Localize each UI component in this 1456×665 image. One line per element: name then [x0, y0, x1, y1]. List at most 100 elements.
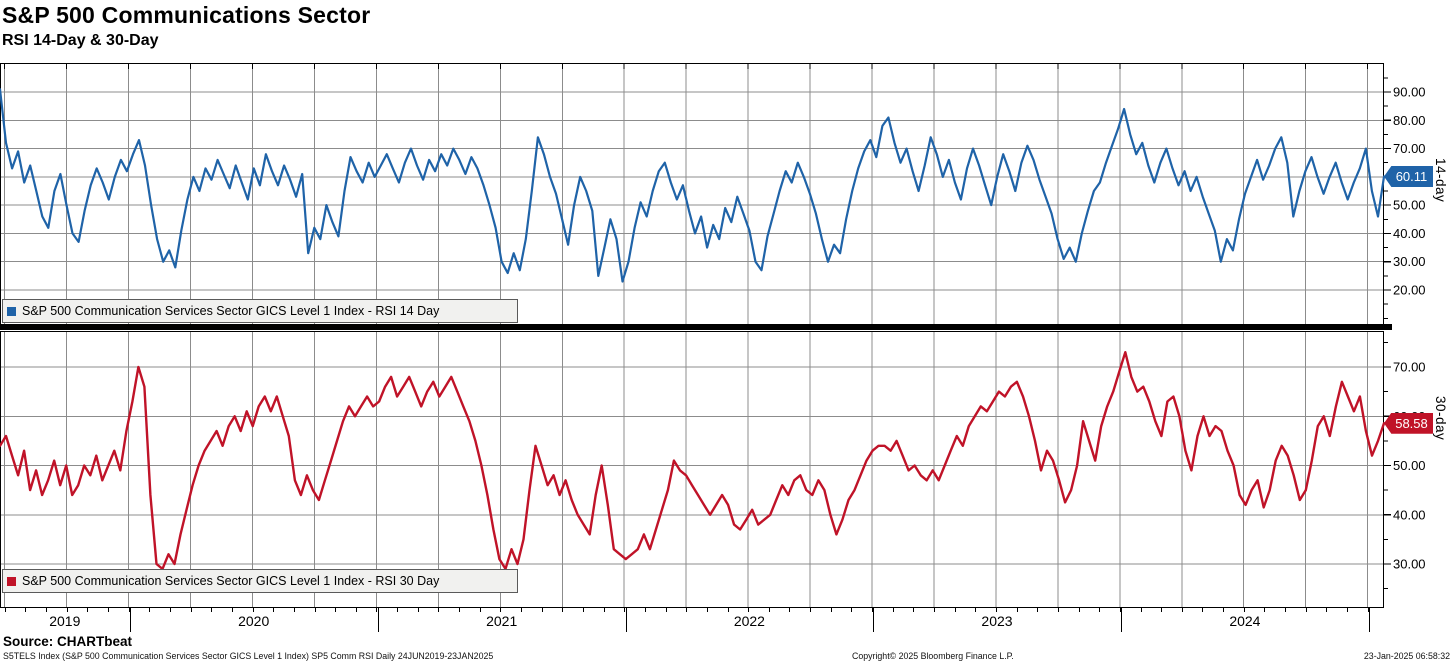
y-tick-label: 30.00 — [1393, 557, 1426, 572]
x-axis-band: 2019 2020 2021 2022 2023 2024 — [0, 608, 1456, 634]
legend-label-rsi30: S&P 500 Communication Services Sector GI… — [22, 574, 440, 588]
month-tick — [1161, 608, 1163, 612]
y-tick-label: 50.00 — [1393, 458, 1426, 473]
month-tick — [479, 608, 481, 612]
month-tick — [108, 608, 109, 612]
y-tick-label: 90.00 — [1393, 85, 1426, 100]
month-tick — [1264, 608, 1266, 612]
month-tick — [1285, 608, 1286, 612]
month-tick — [851, 608, 853, 612]
year-divider — [1120, 608, 1122, 632]
plot-frame — [0, 63, 1385, 327]
y-tick-label: 50.00 — [1393, 198, 1426, 213]
month-tick — [665, 608, 667, 612]
legend-swatch-rsi30 — [7, 576, 16, 586]
rsi30-line — [0, 351, 1386, 571]
last-value-badge-rsi14: 60.11 — [1384, 166, 1433, 188]
month-tick — [1099, 608, 1101, 612]
month-tick — [211, 608, 213, 612]
legend-rsi14: S&P 500 Communication Services Sector GI… — [2, 299, 518, 323]
month-tick — [644, 608, 646, 612]
month-tick — [417, 608, 419, 612]
y-tick-label: 70.00 — [1393, 141, 1426, 156]
month-tick — [397, 608, 399, 612]
month-tick — [231, 608, 233, 612]
y-tick-label: 70.00 — [1393, 360, 1426, 375]
month-tick — [727, 608, 729, 612]
month-tick — [892, 608, 894, 612]
page-subtitle: RSI 14-Day & 30-Day — [2, 32, 159, 49]
year-divider — [377, 608, 379, 632]
year-label: 2019 — [49, 613, 81, 629]
month-tick — [438, 608, 440, 612]
footer-ticker-text: S5TELS Index (S&P 500 Communication Serv… — [3, 651, 494, 661]
month-tick — [1119, 608, 1121, 612]
month-tick — [1347, 608, 1348, 612]
month-tick — [149, 608, 151, 612]
month-tick — [66, 608, 68, 612]
page-title: S&P 500 Communications Sector — [2, 2, 371, 28]
month-tick — [830, 608, 832, 612]
month-tick — [789, 608, 791, 612]
month-tick — [293, 608, 295, 612]
y-axis-title-30day: 30-day — [1433, 396, 1448, 441]
y-tick-label: 40.00 — [1393, 507, 1426, 522]
month-tick — [25, 608, 27, 612]
y-tick-label: 40.00 — [1393, 226, 1426, 241]
month-tick — [273, 608, 275, 612]
year-divider — [129, 608, 131, 632]
month-tick — [686, 608, 688, 612]
month-tick — [1223, 608, 1225, 612]
year-label: 2022 — [733, 613, 765, 629]
month-tick — [1057, 608, 1059, 612]
month-tick — [4, 608, 6, 612]
month-tick — [748, 608, 750, 612]
month-tick — [128, 608, 130, 612]
y-tick-label: 80.00 — [1393, 113, 1426, 128]
month-tick — [768, 608, 770, 612]
legend-swatch-rsi14 — [7, 306, 16, 316]
legend-label-rsi14: S&P 500 Communication Services Sector GI… — [22, 304, 440, 318]
month-tick — [500, 608, 502, 612]
footer-copyright: Copyright© 2025 Bloomberg Finance L.P. — [852, 651, 1014, 661]
month-tick — [252, 608, 254, 612]
month-tick — [1181, 608, 1183, 612]
month-tick — [810, 608, 812, 612]
month-tick — [46, 608, 47, 612]
month-tick — [314, 608, 316, 612]
month-tick — [934, 608, 935, 612]
month-tick — [1305, 608, 1307, 612]
month-tick — [582, 608, 584, 612]
year-label: 2023 — [981, 613, 1013, 629]
month-tick — [376, 608, 378, 612]
rsi14-line — [0, 88, 1386, 283]
month-tick — [995, 608, 997, 612]
month-tick — [1016, 608, 1018, 612]
year-label: 2021 — [486, 613, 518, 629]
month-tick — [190, 608, 192, 612]
legend-rsi30: S&P 500 Communication Services Sector GI… — [2, 569, 518, 593]
footer-timestamp: 23-Jan-2025 06:58:32 — [1363, 651, 1450, 661]
month-tick — [624, 608, 626, 612]
y-tick-label: 20.00 — [1393, 283, 1426, 298]
month-tick — [1367, 608, 1369, 612]
month-tick — [541, 608, 543, 612]
month-tick — [1202, 608, 1204, 612]
month-tick — [1078, 608, 1080, 612]
month-tick — [562, 608, 564, 612]
y-tick-label: 30.00 — [1393, 254, 1426, 269]
month-tick — [954, 608, 956, 612]
source-label: Source: CHARTbeat — [3, 634, 133, 649]
month-tick — [335, 608, 337, 612]
last-value-badge-rsi30: 58.58 — [1384, 412, 1433, 434]
month-tick — [603, 608, 605, 612]
plot-frame — [0, 331, 1385, 608]
month-tick — [706, 608, 708, 612]
footer: S5TELS Index (S&P 500 Communication Serv… — [0, 651, 1456, 663]
month-tick — [169, 608, 171, 612]
month-tick — [521, 608, 522, 612]
month-tick — [1140, 608, 1142, 612]
month-tick — [355, 608, 357, 612]
